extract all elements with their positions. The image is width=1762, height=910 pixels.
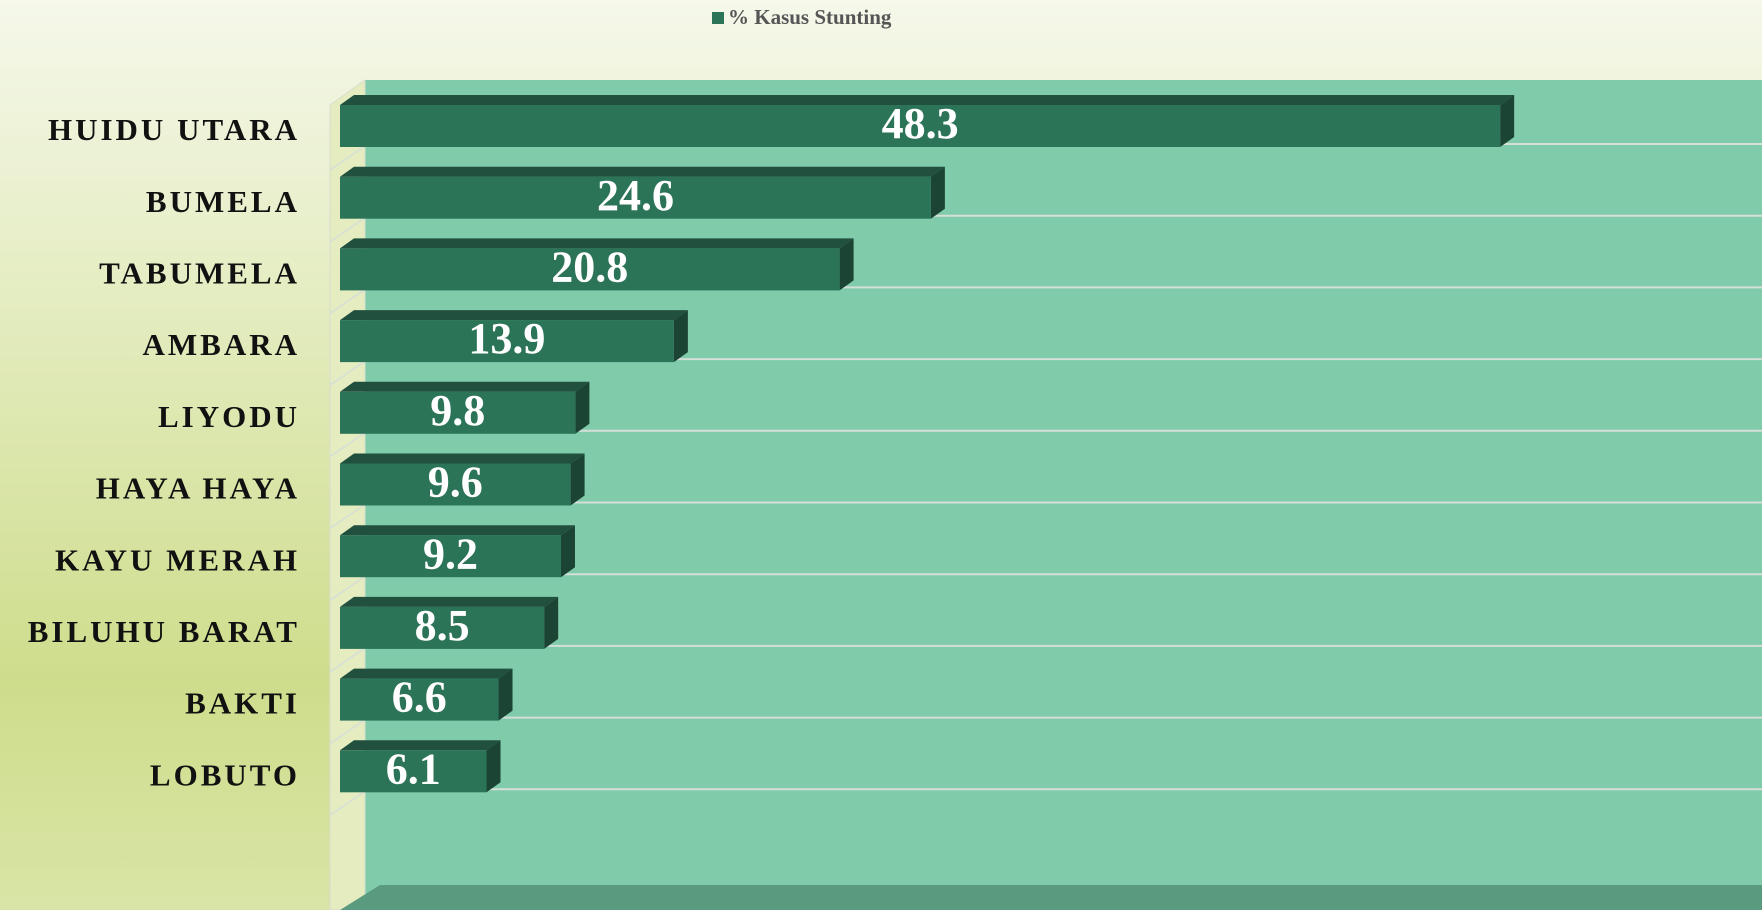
bar-side xyxy=(839,238,854,291)
wall-line xyxy=(329,360,366,386)
category-label: KAYU MERAH xyxy=(55,542,300,577)
bar-top xyxy=(340,596,559,607)
bar-top xyxy=(340,381,590,392)
bar xyxy=(340,320,674,363)
bar xyxy=(340,606,545,649)
bar xyxy=(340,678,499,721)
value-label: 48.3 xyxy=(882,99,959,148)
bar-top xyxy=(340,453,585,464)
wall-line xyxy=(329,217,366,243)
wall-line xyxy=(329,145,366,171)
category-label: LOBUTO xyxy=(150,757,300,792)
wall-line xyxy=(329,575,366,601)
bar-side xyxy=(673,310,688,363)
wall-line xyxy=(329,718,366,745)
bar-side xyxy=(498,668,513,721)
category-label: TABUMELA xyxy=(99,256,300,291)
floor xyxy=(340,885,1762,910)
wall-line xyxy=(329,790,366,816)
category-label: BILUHU BARAT xyxy=(28,614,300,649)
value-label: 9.2 xyxy=(423,529,478,578)
legend-label: % Kasus Stunting xyxy=(728,5,892,29)
category-label: LIYODU xyxy=(158,399,300,434)
bar xyxy=(340,535,561,578)
bar xyxy=(340,750,487,793)
value-label: 24.6 xyxy=(597,171,674,220)
value-label: 20.8 xyxy=(551,242,628,291)
value-label: 6.1 xyxy=(386,744,441,793)
bar-top xyxy=(340,740,501,751)
bar-top xyxy=(340,238,854,249)
bar-side xyxy=(930,166,945,219)
category-label: HUIDU UTARA xyxy=(48,112,300,147)
wall-line xyxy=(329,288,366,315)
bar-top xyxy=(340,95,1515,105)
bar xyxy=(340,176,931,219)
wall-line xyxy=(329,647,366,673)
bar-side xyxy=(1500,95,1515,147)
bar xyxy=(340,248,840,291)
category-label: BAKTI xyxy=(185,686,300,721)
bar xyxy=(340,105,1501,147)
bar-top xyxy=(340,310,688,321)
value-label: 6.6 xyxy=(392,673,447,722)
wall-line xyxy=(329,503,366,530)
value-label: 8.5 xyxy=(415,601,470,650)
bar xyxy=(340,391,576,434)
bar-top xyxy=(340,166,945,177)
bar-top xyxy=(340,668,513,679)
bar xyxy=(340,463,571,506)
bar-top xyxy=(340,525,575,536)
bar-side xyxy=(486,740,501,793)
legend-swatch xyxy=(712,12,724,24)
value-label: 9.8 xyxy=(430,386,485,435)
value-label: 9.6 xyxy=(428,458,483,507)
category-label: BUMELA xyxy=(146,184,300,219)
bar-side xyxy=(570,453,585,506)
wall-line xyxy=(329,432,366,458)
category-label: HAYA HAYA xyxy=(96,471,300,506)
value-label: 13.9 xyxy=(468,314,545,363)
bar-side xyxy=(575,381,590,434)
bar-side xyxy=(544,596,559,649)
category-label: AMBARA xyxy=(143,327,301,362)
bar-side xyxy=(560,525,575,578)
